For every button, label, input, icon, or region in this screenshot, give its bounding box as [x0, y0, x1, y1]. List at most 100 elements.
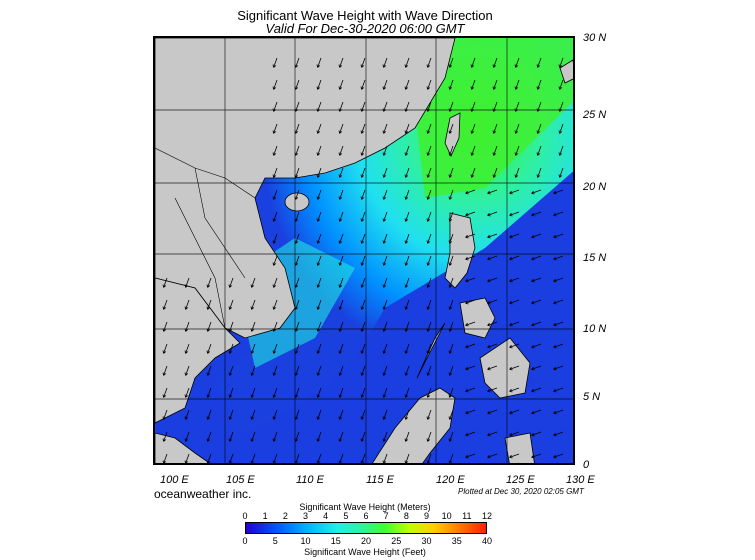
wave-arrow — [553, 211, 564, 216]
wave-arrow-head — [465, 388, 468, 392]
wave-arrow-head — [185, 395, 189, 398]
wave-arrow-head — [487, 388, 490, 392]
wave-arrow-head — [361, 461, 365, 463]
wave-arrow — [559, 57, 564, 68]
wave-arrow — [273, 123, 278, 134]
wave-arrow-head — [361, 307, 365, 310]
wave-arrow — [383, 57, 388, 68]
wave-arrow-head — [229, 285, 233, 288]
wave-arrow-head — [228, 416, 230, 420]
colorbar-meters-title: Significant Wave Height (Meters) — [299, 502, 431, 512]
wave-arrow-head — [465, 212, 468, 216]
wave-arrow — [509, 387, 520, 392]
wave-arrow — [405, 211, 410, 222]
wave-arrow-head — [339, 65, 343, 68]
wave-arrow — [229, 299, 234, 310]
wave-arrow — [537, 145, 542, 156]
wave-arrow-head — [509, 303, 513, 305]
wave-arrow — [405, 189, 410, 200]
wave-arrow-head — [559, 153, 563, 156]
wave-arrow-head — [487, 303, 491, 305]
colorbar-meters-tick: 9 — [423, 511, 430, 521]
wave-arrow-head — [339, 175, 343, 178]
wave-arrow — [471, 57, 476, 68]
wave-arrow-head — [316, 416, 318, 420]
wave-arrow — [185, 409, 190, 420]
wave-arrow-head — [338, 460, 340, 463]
wave-arrow-head — [509, 193, 513, 195]
wave-arrow-head — [553, 193, 557, 195]
wave-arrow — [449, 57, 454, 68]
wave-arrow-head — [553, 281, 557, 283]
wave-arrow-head — [487, 435, 491, 437]
wave-arrow-head — [559, 87, 563, 90]
wave-arrow — [273, 57, 278, 68]
wave-arrow-head — [382, 438, 384, 442]
wave-arrow-head — [492, 86, 494, 90]
wave-arrow — [295, 453, 300, 463]
wave-arrow-head — [515, 153, 519, 156]
wave-arrow-head — [487, 212, 490, 216]
wave-arrow-head — [295, 197, 299, 200]
wave-arrow — [493, 79, 498, 90]
wave-arrow — [465, 299, 476, 304]
wave-arrow-head — [531, 234, 534, 238]
wave-arrow-head — [295, 263, 299, 266]
wave-arrow-head — [531, 278, 534, 282]
wave-arrow — [273, 101, 278, 112]
wave-arrow-head — [273, 373, 277, 376]
wave-arrow-head — [509, 413, 513, 415]
wave-arrow — [163, 409, 168, 420]
wave-arrow-head — [465, 391, 469, 393]
wave-arrow — [553, 321, 564, 326]
wave-arrow-head — [206, 350, 208, 354]
wave-arrow-head — [465, 432, 468, 436]
wave-arrow — [273, 409, 278, 420]
wave-arrow-head — [426, 196, 428, 200]
wave-arrow-head — [294, 174, 296, 178]
wave-arrow-head — [272, 306, 274, 310]
wave-arrow-head — [404, 218, 406, 222]
wave-arrow-head — [405, 197, 409, 200]
wave-arrow-head — [471, 153, 475, 156]
wave-arrow-head — [536, 108, 538, 112]
lon-label: 110 E — [296, 474, 324, 486]
wave-arrow — [449, 343, 454, 354]
wave-arrow — [273, 189, 278, 200]
wave-arrow-head — [426, 218, 428, 222]
wave-arrow-head — [383, 219, 387, 222]
lon-label: 100 E — [160, 474, 189, 486]
wave-arrow-head — [316, 350, 318, 354]
wave-arrow-head — [273, 307, 277, 310]
colorbar-meters-tick: 0 — [242, 511, 248, 521]
wave-arrow — [471, 101, 476, 112]
wave-arrow-head — [273, 263, 277, 266]
wave-arrow-head — [361, 219, 365, 222]
wave-arrow-head — [448, 86, 450, 90]
wave-arrow-head — [228, 328, 230, 332]
lon-label: 125 E — [506, 474, 535, 486]
wave-arrow — [471, 123, 476, 134]
wave-arrow — [229, 365, 234, 376]
wave-arrow-head — [426, 152, 428, 156]
wave-arrow-head — [294, 196, 296, 200]
wave-arrow-head — [465, 347, 469, 349]
wave-arrow — [553, 189, 564, 194]
colorbar-feet-tick: 30 — [421, 536, 432, 546]
wave-arrow-head — [382, 284, 384, 288]
wave-arrow-head — [492, 108, 494, 112]
wave-arrow — [251, 277, 256, 288]
wave-arrow — [361, 365, 366, 376]
wave-arrow-head — [295, 131, 299, 134]
wave-arrow-head — [338, 240, 340, 244]
wave-arrow-head — [295, 461, 299, 463]
wave-arrow — [273, 431, 278, 442]
wave-arrow-head — [163, 373, 167, 376]
wave-arrow-head — [448, 240, 450, 244]
wave-arrow-head — [558, 152, 560, 156]
wave-arrow-head — [383, 153, 387, 156]
wave-arrow — [317, 79, 322, 90]
wave-arrow-head — [448, 196, 450, 200]
wave-arrow-head — [405, 307, 409, 310]
wave-arrow — [361, 321, 366, 332]
